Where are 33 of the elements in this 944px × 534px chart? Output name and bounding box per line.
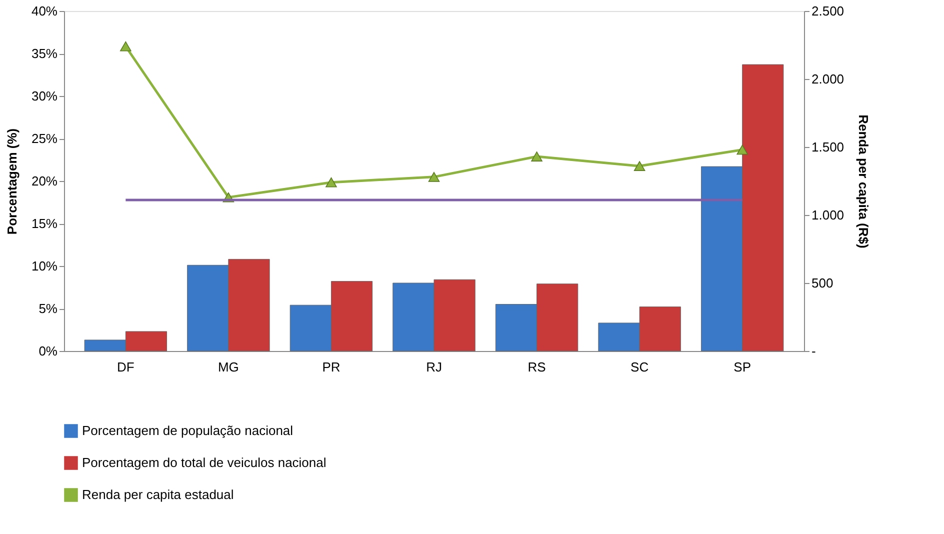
x-tick-label: PR (322, 360, 340, 374)
y2-axis-title: Renda per capita (R$) (856, 114, 872, 248)
legend-label: Renda per capita estadual (82, 487, 234, 502)
y2-tick-label: 1.500 (812, 140, 844, 154)
legend-label: Porcentagem do total de veiculos nacional (82, 455, 326, 470)
y-tick-label: 5% (38, 301, 58, 316)
x-tick-label: RS (528, 360, 546, 374)
point (634, 161, 646, 171)
x-tick-label: DF (116, 360, 134, 374)
y2-tick-label: 500 (812, 276, 834, 290)
y-tick-label: 40% (31, 4, 58, 18)
y-tick-label: 30% (31, 88, 58, 104)
y2-tick-label: 1.000 (812, 208, 844, 222)
y-tick-label: 10% (31, 258, 58, 274)
y-axis-title: Porcentagem (%) (4, 128, 20, 235)
point (326, 177, 337, 188)
x-tick-label: SC (630, 360, 649, 374)
x-tick-label: RJ (426, 360, 442, 374)
y2-tick-label: 2.500 (812, 4, 844, 18)
point (120, 41, 132, 52)
point (736, 144, 748, 155)
y-tick-label: 20% (31, 174, 58, 188)
y-tick-label: 25% (31, 131, 58, 146)
y2-tick-label: - (812, 344, 816, 358)
x-tick-label: MG (218, 360, 239, 374)
point (531, 152, 542, 162)
y-tick-label: 0% (38, 344, 58, 358)
y-tick-label: 35% (31, 46, 58, 61)
y-tick-label: 15% (31, 216, 58, 231)
x-tick-label: SP (734, 360, 752, 374)
y2-tick-label: 2.000 (812, 72, 844, 86)
legend-label: Porcentagem de população nacional (82, 423, 294, 438)
point (428, 172, 440, 182)
